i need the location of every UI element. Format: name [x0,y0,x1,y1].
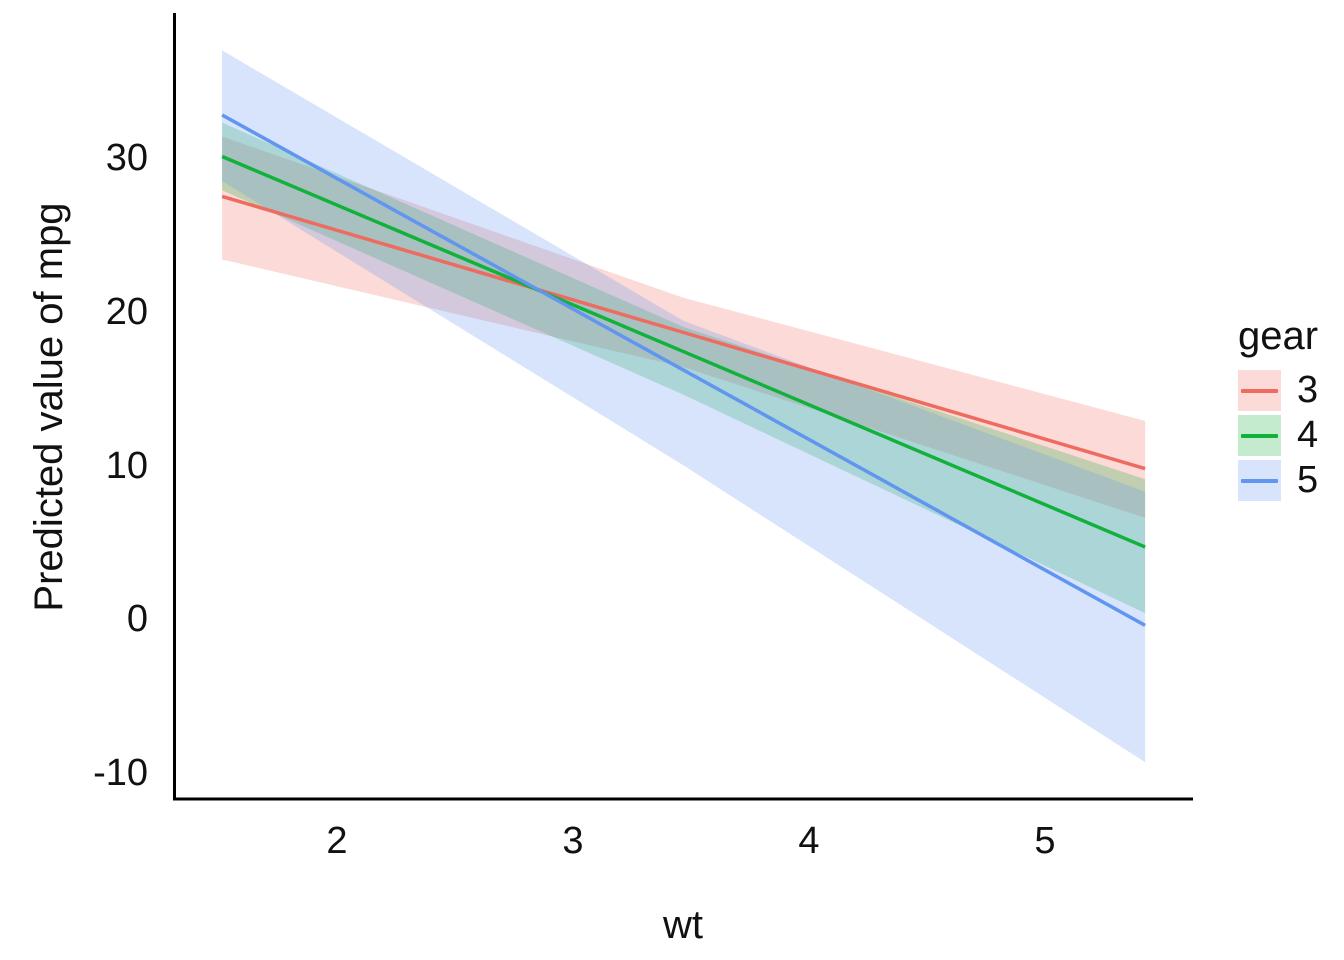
x-axis-title: wt [663,903,703,947]
legend-label-gear-5: 5 [1297,459,1319,501]
y-tick-label-0: 0 [126,598,148,641]
legend-entry-gear-5: 5 [1238,460,1344,501]
ci-ribbon-gear-5 [222,50,1146,763]
regression-line-gear-4 [221,154,1146,549]
regression-lines-layer [221,113,1146,627]
legend: gear 3 4 5 [1238,316,1344,505]
x-tick-label-4: 4 [798,820,820,862]
regression-line-gear-3 [221,194,1146,471]
legend-key-swatch-gear-5 [1238,460,1281,501]
ci-ribbon-gear-3 [222,136,1146,518]
ci-ribbon-gear-4 [222,122,1146,614]
x-tick-label-3: 3 [562,820,584,862]
legend-label-gear-3: 3 [1297,369,1319,411]
legend-key-swatch-gear-4 [1238,415,1281,456]
y-tick-label--10: -10 [93,752,148,794]
y-tick-label-10: 10 [105,444,148,487]
legend-label-gear-4: 4 [1297,414,1319,456]
legend-key-line-gear-4 [1241,433,1278,438]
regression-line-gear-5 [221,113,1146,627]
x-tick-label-5: 5 [1034,820,1056,862]
y-tick-label-20: 20 [105,290,148,333]
legend-entry-gear-4: 4 [1238,415,1344,456]
legend-entry-gear-3: 3 [1238,370,1344,411]
legend-key-swatch-gear-3 [1238,370,1281,411]
confidence-ribbons-layer [222,50,1146,763]
x-tick-label-2: 2 [326,820,348,862]
y-tick-label-30: 30 [105,137,148,179]
y-axis-title: Predicted value of mpg [27,202,71,612]
legend-key-line-gear-5 [1241,478,1278,483]
legend-title: gear [1238,314,1319,358]
legend-key-line-gear-3 [1241,388,1278,393]
